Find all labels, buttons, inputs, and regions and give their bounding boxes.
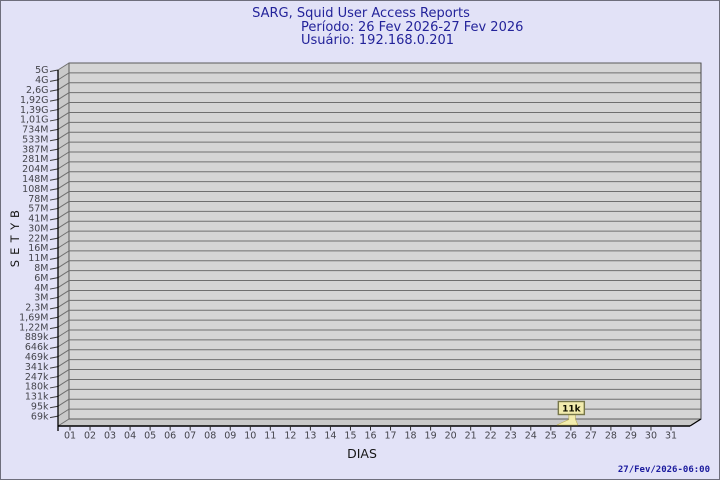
plot-3d-frame (58, 62, 702, 426)
svg-text:57M: 57M (28, 204, 48, 215)
svg-text:07: 07 (184, 431, 196, 442)
svg-text:11k: 11k (562, 405, 582, 415)
svg-text:889k: 889k (25, 332, 49, 343)
report-user: Usuário: 192.168.0.201 (301, 33, 455, 48)
svg-text:95k: 95k (31, 401, 49, 412)
svg-text:25: 25 (545, 431, 557, 442)
svg-text:22M: 22M (28, 233, 48, 244)
svg-text:1,69M: 1,69M (19, 312, 48, 323)
svg-text:06: 06 (164, 431, 176, 442)
svg-text:2,6G: 2,6G (26, 85, 48, 96)
y-axis-title-char: Y (8, 222, 22, 231)
svg-text:08: 08 (204, 431, 216, 442)
svg-text:16: 16 (364, 431, 376, 442)
svg-text:204M: 204M (22, 164, 48, 175)
svg-text:10: 10 (244, 431, 256, 442)
svg-text:28: 28 (605, 431, 617, 442)
svg-text:22: 22 (485, 431, 497, 442)
y-axis-title-char: S (8, 260, 22, 267)
svg-text:19: 19 (425, 431, 437, 442)
x-axis-title: DIAS (347, 446, 377, 461)
svg-text:78M: 78M (28, 194, 48, 205)
svg-text:69k: 69k (31, 411, 49, 422)
generated-timestamp: 27/Fev/2026-06:00 (617, 465, 710, 475)
svg-text:180k: 180k (25, 382, 49, 393)
svg-text:108M: 108M (22, 184, 48, 195)
svg-text:646k: 646k (25, 342, 49, 353)
svg-text:247k: 247k (25, 372, 49, 383)
svg-text:3M: 3M (34, 293, 48, 304)
svg-text:8M: 8M (34, 263, 48, 274)
svg-text:6M: 6M (34, 273, 48, 284)
svg-text:31: 31 (665, 431, 677, 442)
svg-text:12: 12 (284, 431, 296, 442)
svg-text:5G: 5G (35, 65, 48, 76)
page-title: SARG, Squid User Access Reports (252, 6, 470, 21)
svg-text:15: 15 (344, 431, 356, 442)
svg-text:4M: 4M (34, 283, 48, 294)
svg-text:09: 09 (224, 431, 236, 442)
svg-text:03: 03 (104, 431, 116, 442)
axes (57, 63, 702, 431)
svg-text:2,3M: 2,3M (25, 303, 48, 314)
svg-text:16M: 16M (28, 243, 48, 254)
report-period: Período: 26 Fev 2026-27 Fev 2026 (301, 20, 524, 35)
svg-text:30M: 30M (28, 223, 48, 234)
svg-text:30: 30 (645, 431, 657, 442)
svg-text:11M: 11M (28, 253, 48, 264)
data-label-flag: 11k (556, 400, 586, 426)
svg-text:01: 01 (64, 431, 76, 442)
svg-text:17: 17 (384, 431, 396, 442)
y-axis-title-char: E (8, 248, 22, 255)
svg-text:281M: 281M (22, 154, 48, 165)
svg-text:734M: 734M (22, 125, 48, 136)
svg-text:13: 13 (304, 431, 316, 442)
svg-text:11: 11 (264, 431, 276, 442)
svg-text:148M: 148M (22, 174, 48, 185)
svg-text:1,22M: 1,22M (19, 322, 48, 333)
svg-text:533M: 533M (22, 134, 48, 145)
svg-text:131k: 131k (25, 392, 49, 403)
x-axis-labels: 01 02 03 04 05 06 07 08 09 10 11 12 13 14 15 16 17 18 19 20… (64, 426, 677, 442)
svg-text:27: 27 (585, 431, 597, 442)
svg-text:341k: 341k (25, 362, 49, 373)
svg-text:469k: 469k (25, 352, 49, 363)
svg-text:29: 29 (625, 431, 637, 442)
svg-text:14: 14 (324, 431, 336, 442)
svg-text:26: 26 (565, 431, 577, 442)
svg-text:23: 23 (505, 431, 517, 442)
svg-text:04: 04 (124, 431, 136, 442)
y-axis-title-char: T (8, 234, 22, 243)
svg-text:18: 18 (405, 431, 417, 442)
svg-text:41M: 41M (28, 214, 48, 225)
svg-text:387M: 387M (22, 144, 48, 155)
svg-text:20: 20 (445, 431, 457, 442)
y-axis-labels: 5G4G2,6G1,92G1,39G1,01G734M533M387M281M2… (19, 65, 59, 422)
svg-text:1,92G: 1,92G (20, 95, 49, 106)
y-axis-title-char: B (8, 210, 22, 218)
svg-text:05: 05 (144, 431, 156, 442)
gridlines (57, 62, 701, 427)
svg-text:21: 21 (465, 431, 477, 442)
svg-text:24: 24 (525, 431, 537, 442)
svg-text:1,39G: 1,39G (20, 105, 49, 116)
svg-text:1,01G: 1,01G (20, 115, 49, 126)
svg-text:4G: 4G (35, 75, 48, 86)
svg-text:02: 02 (84, 431, 96, 442)
